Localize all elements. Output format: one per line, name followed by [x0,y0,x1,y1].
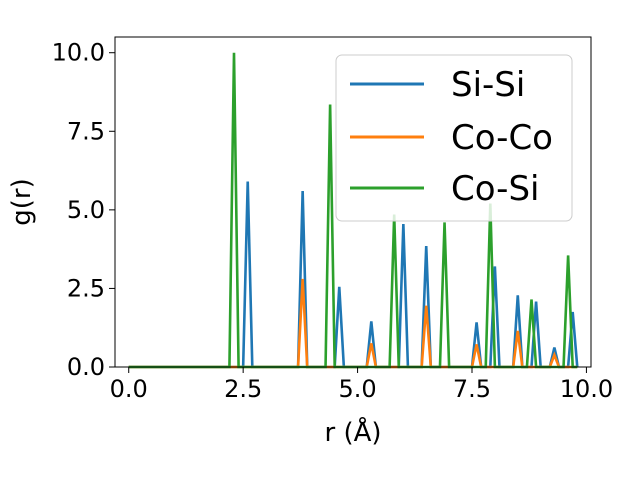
legend: Si-Si Co-Co Co-Si [335,54,573,222]
x-tick-label: 0.0 [110,375,148,403]
y-tick-label: 0.0 [67,353,105,381]
x-tick-label: 7.5 [453,375,491,403]
legend-box [335,54,573,222]
y-tick-label: 10.0 [52,39,105,67]
y-tick-label: 5.0 [67,196,105,224]
x-axis-label: r (Å) [324,416,381,448]
x-tick-label: 10.0 [560,375,613,403]
x-tick-label: 5.0 [338,375,376,403]
y-tick-label: 2.5 [67,274,105,302]
legend-label-co-co: Co-Co [451,118,553,158]
plot-frame [114,36,592,368]
y-tick-group: 0.0 2.5 5.0 7.5 10.0 [52,39,115,381]
y-axis-label: g(r) [7,178,37,225]
legend-label-si-si: Si-Si [451,65,525,105]
x-tick-group: 0.0 2.5 5.0 7.5 10.0 [110,367,613,403]
legend-label-co-si: Co-Si [451,169,539,209]
x-tick-label: 2.5 [224,375,262,403]
y-tick-label: 7.5 [67,117,105,145]
